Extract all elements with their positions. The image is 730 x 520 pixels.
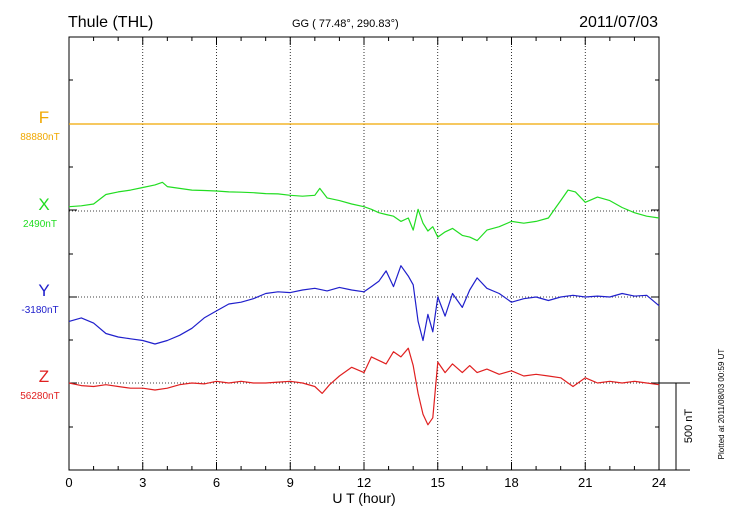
scale-bar-label: 500 nT [683,409,695,444]
x-tick-label: 21 [578,475,592,490]
series-lines [68,123,660,426]
grid [69,37,659,470]
series-labels: F 88880nT X 2490nT Y -3180nT Z 56280nT [20,108,59,402]
scale-bar: 500 nT [659,382,695,471]
x-tick-label: 18 [504,475,518,490]
x-tick-label: 0 [65,475,72,490]
series-line-z [68,347,660,426]
series-name-z: Z [39,367,49,386]
series-line-x [68,181,660,242]
series-name-x: X [38,195,49,214]
plotted-timestamp: Plotted at 2011/08/03 00:59 UT [717,349,726,460]
x-tick-label: 9 [287,475,294,490]
x-tick-label: 15 [431,475,445,490]
series-baseline-y: -3180nT [21,305,58,316]
x-tick-label: 24 [652,475,666,490]
x-tick-label: 6 [213,475,220,490]
x-axis-title: U T (hour) [332,490,395,506]
x-tick-label: 3 [139,475,146,490]
x-tick-labels: 0 3 6 9 12 15 18 21 24 [65,475,666,490]
series-line-y [68,265,660,345]
series-baseline-x: 2490nT [23,219,57,230]
axis-ticks [68,36,660,470]
series-baseline-z: 56280nT [20,391,59,402]
series-name-y: Y [38,281,49,300]
series-baseline-f: 88880nT [20,132,59,143]
x-tick-label: 12 [357,475,371,490]
series-name-f: F [39,108,49,127]
coordinates-label: GG ( 77.48°, 290.83°) [292,18,399,30]
date-label: 2011/07/03 [579,14,658,31]
station-title: Thule (THL) [68,14,153,31]
